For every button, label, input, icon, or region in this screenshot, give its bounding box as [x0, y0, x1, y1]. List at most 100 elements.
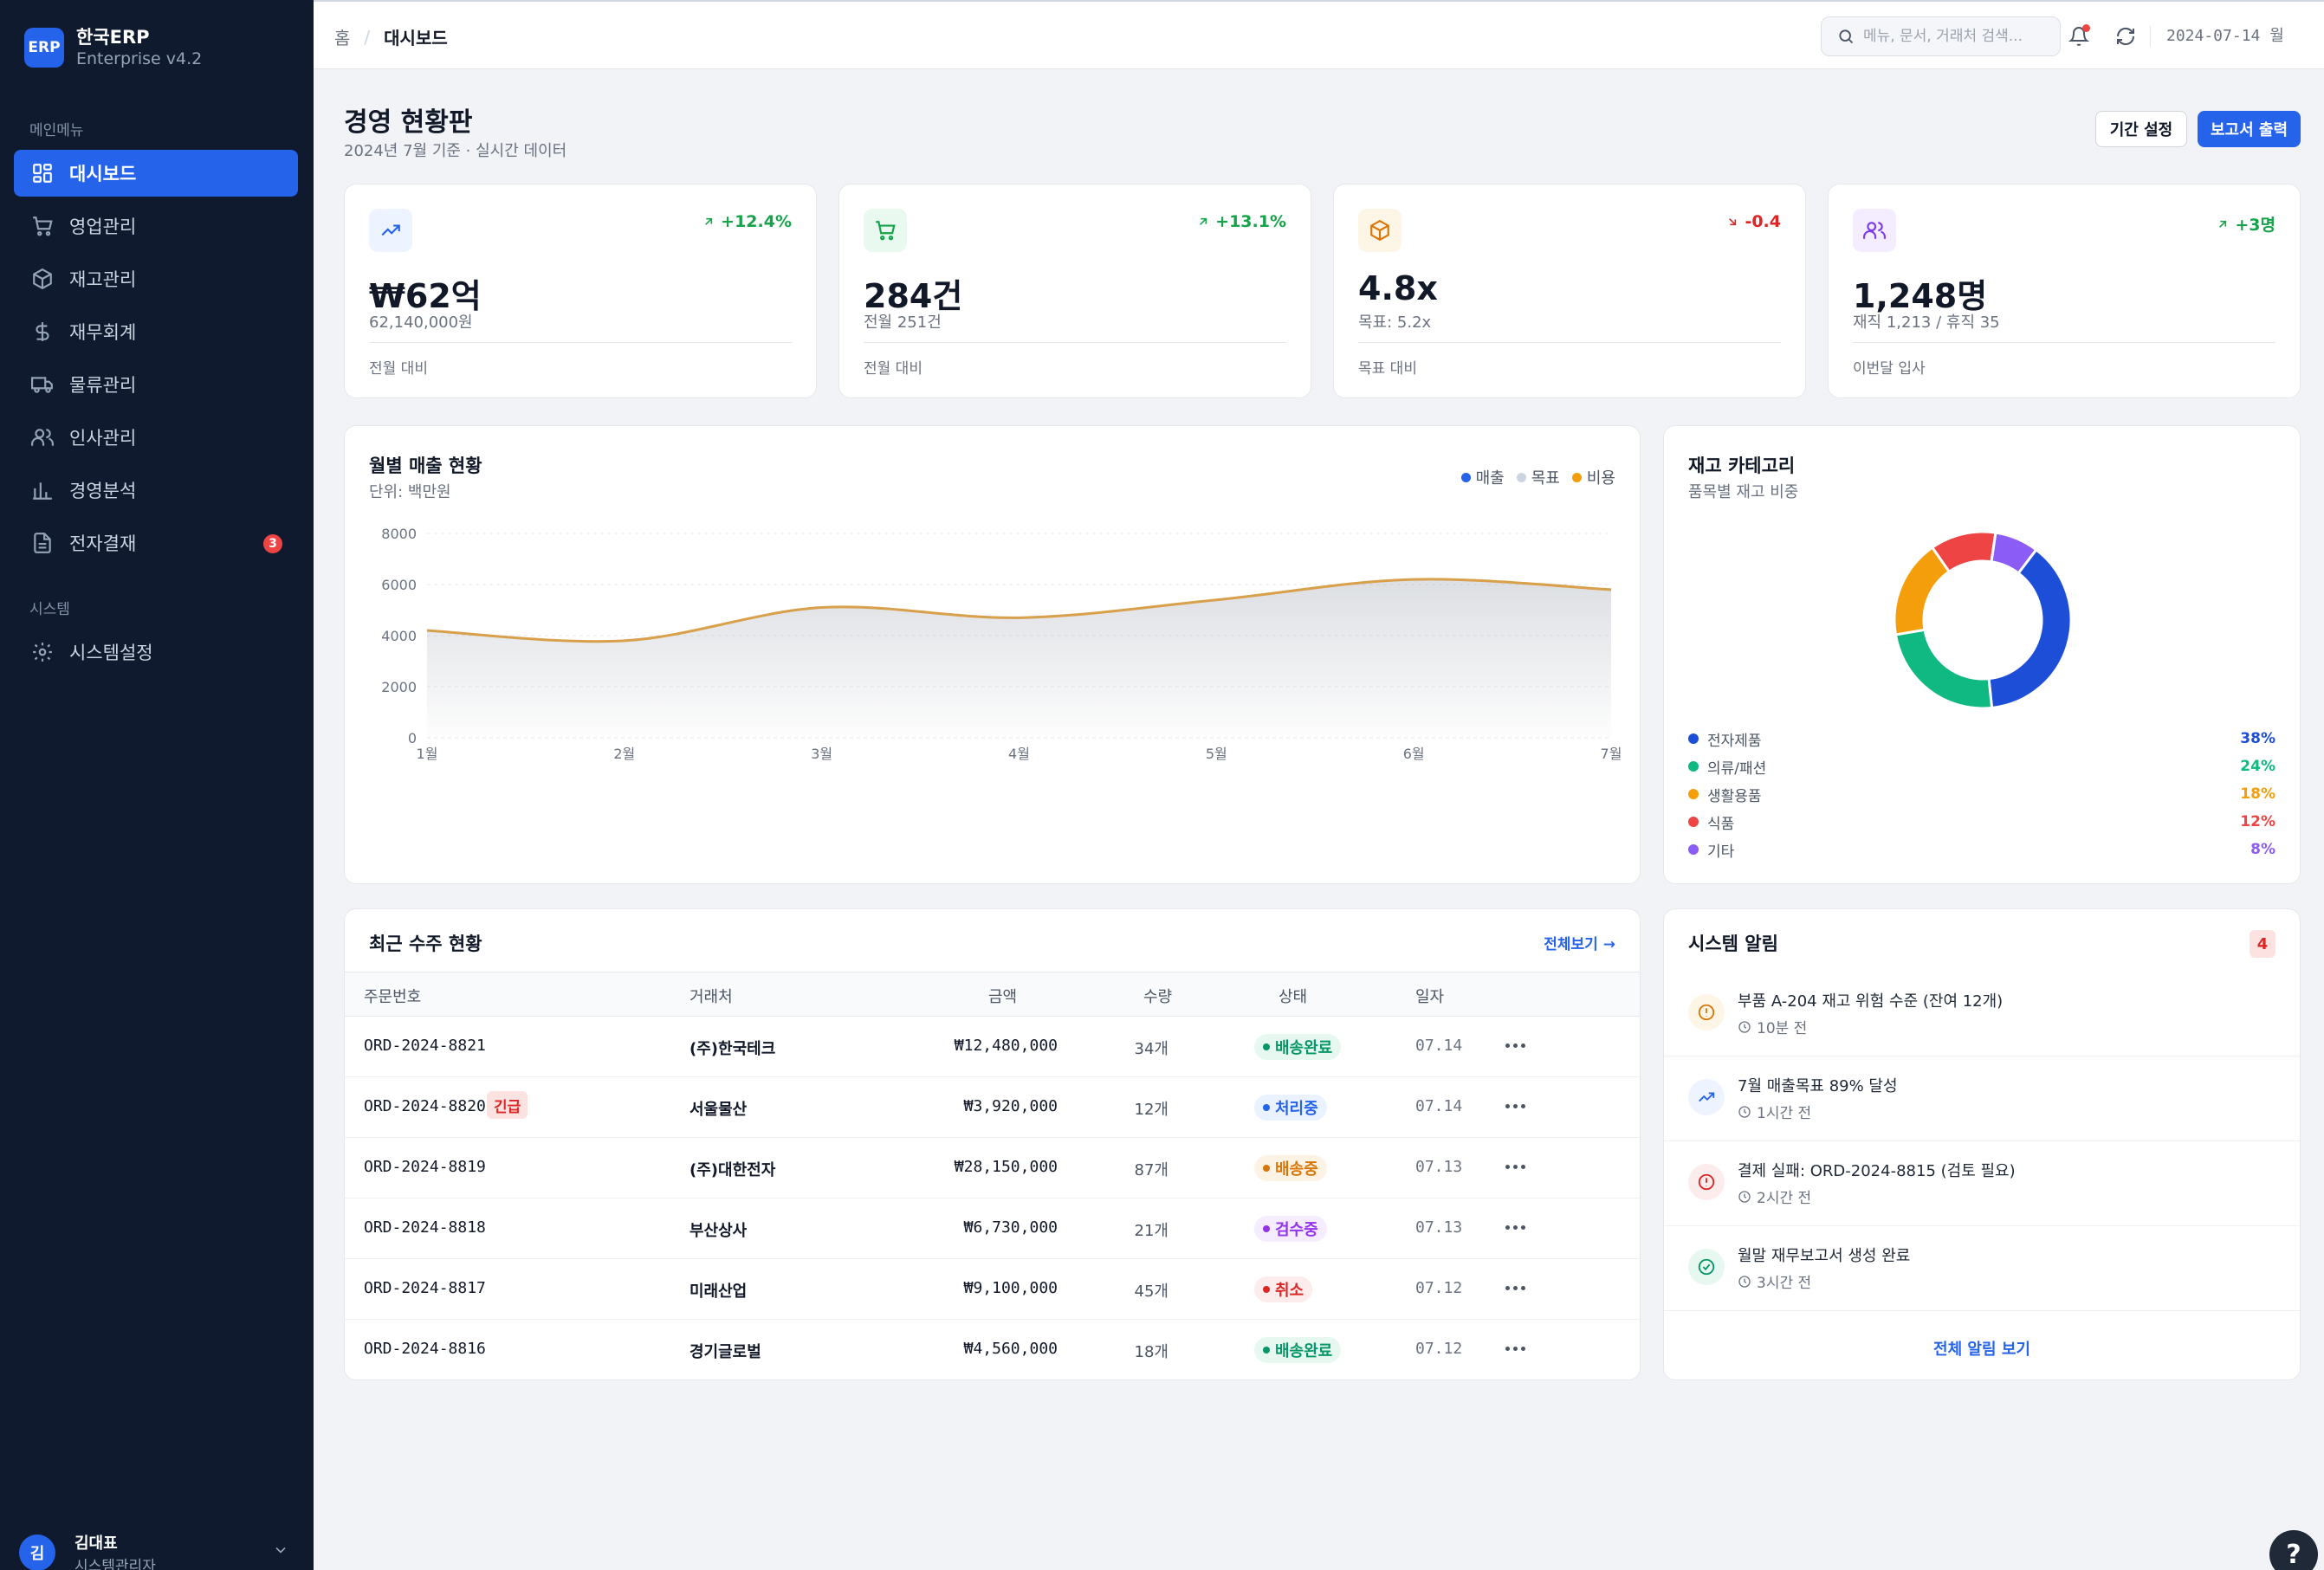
sidebar-item-inventory[interactable]: 재고관리: [14, 255, 298, 302]
kpi-sub: 목표: 5.2x: [1358, 313, 1432, 332]
sidebar-item-approval[interactable]: 전자결재 3: [14, 520, 298, 566]
table-row[interactable]: ORD-2024-8819 (주)대한전자 ₩28,150,000 87개 배송중 07.…: [345, 1138, 1640, 1198]
sidebar-item-label: 인사관리: [69, 428, 137, 449]
sidebar-item-label: 경영분석: [69, 481, 137, 501]
legend-item-cost[interactable]: 비용: [1571, 466, 1615, 488]
more-actions-icon[interactable]: [1500, 1275, 1530, 1301]
page-subtitle: 2024년 7월 기준 · 실시간 데이터: [344, 142, 567, 160]
more-actions-icon[interactable]: [1500, 1153, 1530, 1179]
breadcrumb-home[interactable]: 홈: [334, 28, 351, 48]
legend-item-sales[interactable]: 매출: [1460, 466, 1505, 488]
breadcrumb-current: 대시보드: [384, 28, 448, 48]
client-name: 부산상사: [689, 1222, 748, 1240]
kpi-value: ₩62억: [369, 277, 482, 315]
x-tick-label: 3월: [811, 746, 832, 762]
column-header[interactable]: 금액: [988, 988, 1018, 1006]
alert-item[interactable]: 7월 매출목표 89% 달성 1시간 전: [1664, 1056, 2300, 1141]
table-row[interactable]: ORD-2024-8817 미래산업 ₩9,100,000 45개 취소 07.12: [345, 1259, 1640, 1320]
view-all-alerts-link[interactable]: 전체 알림 보기: [1933, 1341, 2030, 1359]
brand-name: 한국ERP: [76, 27, 150, 48]
order-id[interactable]: ORD-2024-8821: [364, 1037, 486, 1055]
user-name: 김대표: [74, 1534, 118, 1553]
kpi-footnote: 전월 대비: [864, 360, 922, 378]
users-icon: [31, 429, 54, 446]
client-name: 서울물산: [689, 1101, 748, 1119]
arrow-down-right-icon: [1729, 218, 1737, 226]
table-row[interactable]: ORD-2024-8821 (주)한국테크 ₩12,480,000 34개 배송완료 07…: [345, 1017, 1640, 1077]
table-row[interactable]: ORD-2024-8820 긴급 서울물산 ₩3,920,000 12개 처리중 07.14: [345, 1077, 1640, 1138]
alert-item[interactable]: 부품 A-204 재고 위험 수준 (잔여 12개) 10분 전: [1664, 972, 2300, 1056]
order-qty: 18개: [1134, 1343, 1168, 1361]
dashboard-icon: [33, 164, 52, 183]
kpi-delta: -0.4: [1725, 212, 1781, 231]
more-actions-icon[interactable]: [1500, 1093, 1530, 1119]
alert-item[interactable]: 월말 재무보고서 생성 완료 3시간 전: [1664, 1226, 2300, 1311]
clock-icon: [1738, 1020, 1751, 1033]
sidebar-item-settings[interactable]: 시스템설정: [14, 629, 298, 675]
refresh-icon: [2116, 27, 2135, 46]
sidebar-item-finance[interactable]: 재무회계: [14, 308, 298, 355]
kpi-icon-box: [1358, 209, 1402, 252]
sidebar-item-analytics[interactable]: 경영분석: [14, 467, 298, 514]
cart-icon: [33, 216, 53, 236]
sidebar-item-logistics[interactable]: 물류관리: [14, 361, 298, 408]
column-header[interactable]: 주문번호: [364, 988, 422, 1006]
table-row[interactable]: ORD-2024-8816 경기글로벌 ₩4,560,000 18개 배송완료 07.12: [345, 1320, 1640, 1379]
sidebar-item-dashboard[interactable]: 대시보드: [14, 150, 298, 197]
notifications-button[interactable]: [2062, 19, 2096, 54]
alert-icon-box: [1688, 994, 1725, 1031]
more-actions-icon[interactable]: [1500, 1335, 1530, 1361]
alert-icon-box: [1688, 1249, 1725, 1285]
column-header[interactable]: 거래처: [689, 988, 733, 1006]
sidebar-item-label: 전자결재: [69, 533, 137, 554]
kpi-value: 284건: [864, 277, 963, 315]
status-badge: 취소: [1254, 1276, 1313, 1302]
order-id[interactable]: ORD-2024-8819: [364, 1158, 486, 1176]
sidebar: ERP 한국ERP Enterprise v4.2 메인메뉴 대시보드 영업관리…: [0, 0, 314, 1570]
order-id[interactable]: ORD-2024-8817: [364, 1279, 486, 1297]
sidebar-item-sales[interactable]: 영업관리: [14, 203, 298, 249]
breadcrumb: 홈 / 대시보드: [334, 24, 448, 49]
order-id[interactable]: ORD-2024-8820: [364, 1097, 486, 1115]
sidebar-item-hr[interactable]: 인사관리: [14, 414, 298, 461]
y-tick-label: 2000: [381, 679, 417, 695]
table-row[interactable]: ORD-2024-8818 부산상사 ₩6,730,000 21개 검수중 07.13: [345, 1198, 1640, 1259]
column-header[interactable]: 일자: [1415, 988, 1445, 1006]
print-report-button[interactable]: 보고서 출력: [2198, 111, 2301, 147]
sidebar-item-label: 재고관리: [69, 269, 137, 290]
refresh-button[interactable]: [2108, 19, 2143, 54]
alert-item[interactable]: 결제 실패: ORD-2024-8815 (검토 필요) 2시간 전: [1664, 1141, 2300, 1226]
sidebar-item-label: 영업관리: [69, 216, 137, 237]
order-amount: ₩9,100,000: [963, 1279, 1058, 1297]
donut-slice[interactable]: [1894, 628, 1994, 710]
box-icon: [33, 268, 52, 290]
column-header[interactable]: 수량: [1143, 988, 1173, 1006]
view-all-orders-link[interactable]: 전체보기 →: [1544, 936, 1615, 953]
order-id[interactable]: ORD-2024-8818: [364, 1218, 486, 1237]
y-tick-label: 0: [408, 730, 417, 746]
column-header[interactable]: 상태: [1279, 988, 1308, 1006]
user-profile[interactable]: 김 김대표 시스템관리자: [19, 1531, 296, 1570]
monthly-sales-card: 월별 매출 현황 단위: 백만원 매출 목표 비용 0 2000 4000 6000 8…: [344, 425, 1641, 884]
more-actions-icon[interactable]: [1500, 1214, 1530, 1240]
period-settings-button[interactable]: 기간 설정: [2095, 111, 2187, 147]
order-id[interactable]: ORD-2024-8816: [364, 1340, 486, 1358]
donut-slice[interactable]: [1987, 547, 2073, 710]
cart-icon: [876, 221, 896, 241]
section-label-main: 메인메뉴: [29, 122, 84, 139]
search-input[interactable]: [1863, 28, 2054, 45]
legend-item-target[interactable]: 목표: [1516, 466, 1560, 488]
help-button[interactable]: ?: [2269, 1530, 2318, 1570]
kpi-delta: +12.4%: [702, 212, 792, 231]
donut-slice[interactable]: [1990, 531, 2038, 575]
kpi-delta: +13.1%: [1196, 212, 1286, 231]
more-actions-icon[interactable]: [1500, 1032, 1530, 1058]
order-date: 07.14: [1415, 1097, 1463, 1115]
clock-icon: [1738, 1275, 1751, 1288]
brand[interactable]: ERP 한국ERP Enterprise v4.2: [24, 26, 202, 69]
search-box[interactable]: [1821, 16, 2061, 56]
chevron-down-icon[interactable]: [272, 1541, 289, 1559]
alerts-title: 시스템 알림: [1688, 934, 1778, 954]
sidebar-item-label: 대시보드: [69, 164, 137, 184]
x-tick-label: 2월: [613, 746, 635, 762]
